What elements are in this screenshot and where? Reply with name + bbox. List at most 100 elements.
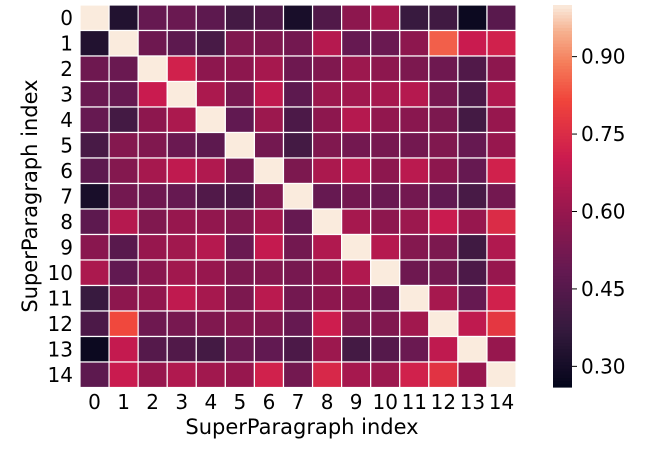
heatmap-cell-3-0 (79, 80, 110, 108)
heatmap-cell-4-11 (399, 106, 430, 134)
heatmap-cell-6-7 (282, 157, 314, 185)
heatmap-cell-10-8 (311, 259, 343, 287)
colorbar-segment (553, 183, 572, 188)
heatmap-cell-10-9 (341, 259, 372, 287)
heatmap-cell-11-4 (195, 284, 226, 312)
colorbar-segment (553, 199, 572, 203)
colorbar-segment (553, 164, 572, 168)
heatmap-cell-8-2 (137, 208, 168, 236)
heatmap-cell-12-10 (370, 310, 401, 338)
x-tick-label: 8 (321, 390, 334, 414)
heatmap-cell-14-11 (399, 361, 430, 389)
heatmap-cell-5-7 (282, 131, 314, 159)
heatmap-cell-4-1 (108, 106, 139, 134)
heatmap-cells (79, 4, 517, 389)
heatmap-cell-4-4 (195, 106, 226, 134)
colorbar-segment (553, 84, 572, 89)
heatmap-cell-13-4 (195, 335, 226, 363)
heatmap-cell-7-7 (282, 182, 314, 210)
heatmap-cell-2-13 (457, 55, 488, 83)
heatmap-cell-9-8 (311, 233, 343, 261)
heatmap-cell-10-14 (486, 259, 517, 287)
heatmap-cell-4-2 (137, 106, 168, 134)
colorbar-segment (553, 380, 572, 385)
heatmap-cell-9-6 (253, 233, 285, 261)
x-tick-label: 5 (234, 390, 247, 414)
colorbar-segment (553, 30, 572, 35)
heatmap-cell-8-8 (311, 208, 343, 236)
colorbar-segment (553, 243, 572, 248)
heatmap-cell-14-12 (428, 361, 459, 389)
colorbar-segment (553, 221, 572, 226)
heatmap-cell-13-10 (370, 335, 401, 363)
heatmap-cell-7-13 (457, 182, 488, 210)
heatmap-cell-9-7 (282, 233, 314, 261)
heatmap-cell-0-0 (79, 4, 110, 32)
heatmap-cell-6-11 (399, 157, 430, 185)
x-tick-label: 1 (117, 390, 130, 414)
colorbar-segment (553, 332, 572, 337)
colorbar-segment (553, 259, 572, 264)
heatmap-cell-7-14 (486, 182, 517, 210)
heatmap-cell-10-12 (428, 259, 459, 287)
colorbar-segment (553, 46, 572, 51)
heatmap-cell-13-0 (79, 335, 110, 363)
heatmap-cell-14-13 (457, 361, 488, 389)
heatmap-cell-7-6 (253, 182, 285, 210)
heatmap-cell-0-9 (341, 4, 372, 32)
colorbar-segment (553, 294, 572, 299)
y-tick-label: 7 (60, 184, 73, 208)
heatmap-cell-12-8 (311, 310, 343, 338)
heatmap-cell-10-4 (195, 259, 226, 287)
heatmap-cell-14-0 (79, 361, 110, 389)
heatmap-cell-5-10 (370, 131, 401, 159)
heatmap-cell-14-2 (137, 361, 168, 389)
heatmap-cell-3-7 (282, 80, 314, 108)
heatmap-cell-12-1 (108, 310, 139, 338)
heatmap-cell-12-6 (253, 310, 285, 338)
heatmap-cell-2-1 (108, 55, 139, 83)
colorbar-segment (553, 329, 572, 334)
heatmap-cell-0-10 (370, 4, 401, 32)
colorbar (553, 5, 572, 388)
colorbar-segment (553, 358, 572, 363)
heatmap-cell-13-1 (108, 335, 139, 363)
colorbar-segment (553, 202, 572, 207)
heatmap-cell-9-4 (195, 233, 226, 261)
colorbar-tick-label: 0.75 (581, 122, 626, 146)
colorbar-segment (553, 27, 572, 32)
heatmap-cell-12-2 (137, 310, 168, 338)
colorbar-segment (553, 297, 572, 302)
heatmap-cell-0-5 (224, 4, 256, 32)
heatmap-cell-13-9 (341, 335, 372, 363)
heatmap-cell-11-14 (486, 284, 517, 312)
heatmap-cell-11-9 (341, 284, 372, 312)
colorbar-segment (553, 20, 572, 25)
heatmap-cell-0-11 (399, 4, 430, 32)
colorbar-segment (553, 231, 572, 235)
heatmap-cell-9-3 (166, 233, 197, 261)
heatmap-cell-0-1 (108, 4, 139, 32)
heatmap-cell-7-11 (399, 182, 430, 210)
heatmap-cell-7-12 (428, 182, 459, 210)
colorbar-segment (553, 215, 572, 219)
heatmap-cell-1-8 (311, 29, 343, 57)
y-axis-label: SuperParagraph index (18, 79, 42, 312)
heatmap-cell-1-14 (486, 29, 517, 57)
colorbar-segment (553, 196, 572, 200)
heatmap-cell-14-5 (224, 361, 256, 389)
heatmap-cell-0-6 (253, 4, 285, 32)
heatmap-cell-1-5 (224, 29, 256, 57)
colorbar-segment (553, 132, 572, 137)
colorbar-segment (553, 141, 572, 146)
heatmap-cell-4-14 (486, 106, 517, 134)
colorbar-segment (553, 90, 572, 95)
heatmap-cell-9-11 (399, 233, 430, 261)
colorbar-tick-label: 0.30 (581, 354, 626, 378)
heatmap-cell-2-10 (370, 55, 401, 83)
heatmap-cell-4-3 (166, 106, 197, 134)
heatmap-cell-13-14 (486, 335, 517, 363)
heatmap-cell-3-5 (224, 80, 256, 108)
heatmap-cell-4-10 (370, 106, 401, 134)
heatmap-cell-5-4 (195, 131, 226, 159)
